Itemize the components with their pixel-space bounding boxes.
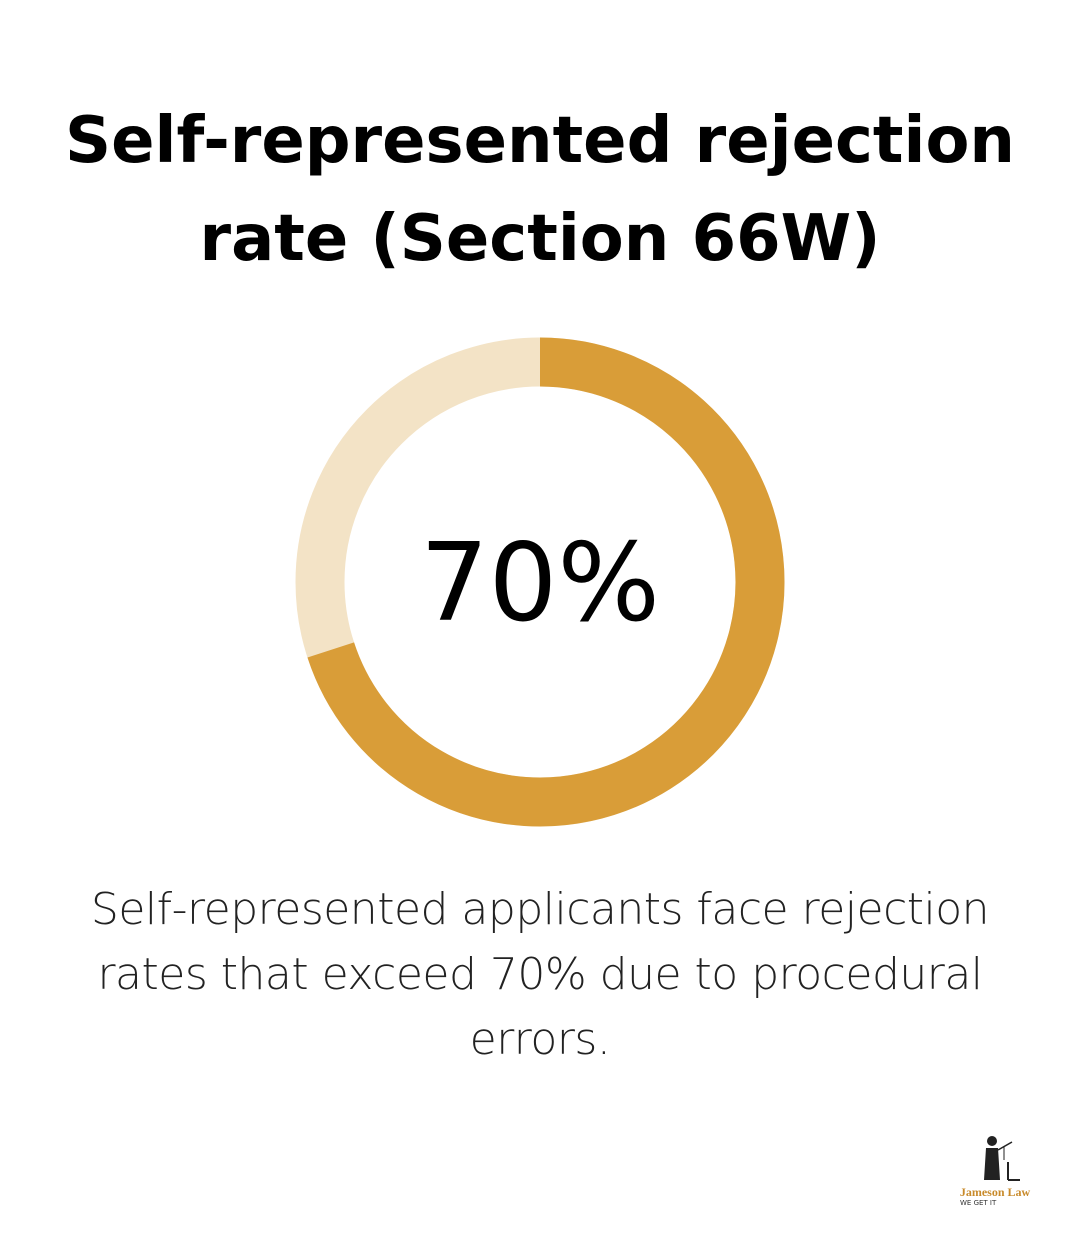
logo-name: Jameson Law [959, 1185, 1031, 1199]
caption: Self-represented applicants face rejecti… [90, 884, 990, 1065]
logo-icon [984, 1136, 1020, 1181]
chart-title: Self-represented rejection rate (Section… [65, 104, 1015, 276]
donut-segment [307, 337, 785, 827]
logo-tagline: WE GET IT [960, 1199, 997, 1207]
value-label: 70% [420, 521, 660, 646]
